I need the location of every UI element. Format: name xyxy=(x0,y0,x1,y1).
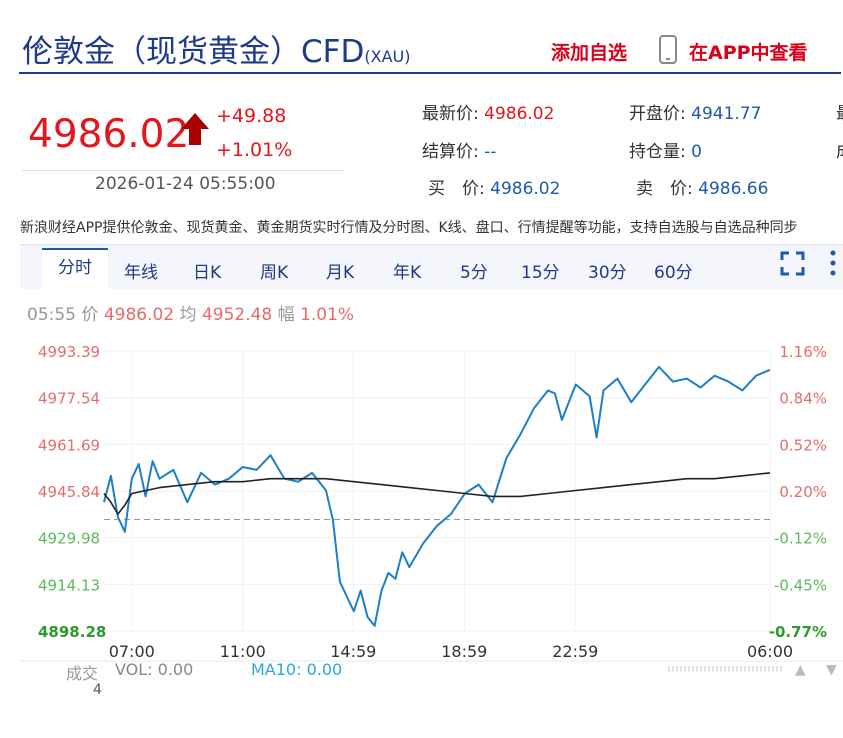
field-value: 0 xyxy=(691,142,702,162)
y-tick-label: 4961.69 xyxy=(38,436,100,454)
field-label: 结算价: xyxy=(422,142,479,162)
truncated-label: 最 xyxy=(836,99,843,124)
up-arrow-icon xyxy=(181,113,209,145)
x-tick-label: 18:59 xyxy=(441,642,487,661)
field-open-interest: 持仓量: 0 xyxy=(629,137,702,162)
description-text: 新浪财经APP提供伦敦金、现货黄金、黄金期货实时行情及分时图、K线、盘口、行情提… xyxy=(20,220,798,236)
tab-intraday[interactable]: 分时 xyxy=(42,248,108,289)
title-main: 伦敦金（现货黄金）CFD xyxy=(22,34,365,70)
info-avg-label: 均 xyxy=(179,305,197,325)
tab-15min[interactable]: 15分 xyxy=(521,263,560,283)
y-tick-label: 4993.39 xyxy=(38,343,100,361)
field-value: -- xyxy=(484,142,497,162)
field-settlement-price: 结算价: -- xyxy=(422,137,496,162)
title-bullet-icon: » xyxy=(34,36,45,55)
add-favorite-button[interactable]: 添加自选 xyxy=(551,42,628,64)
field-label: 持仓量: xyxy=(629,142,686,162)
fullscreen-icon[interactable] xyxy=(780,251,805,276)
info-time: 05:55 xyxy=(27,305,76,325)
info-price-label: 价 xyxy=(81,305,99,325)
volume-ma10: MA10: 0.00 xyxy=(251,660,343,679)
field-last-price: 最新价: 4986.02 xyxy=(422,99,554,124)
title-symbol: (XAU) xyxy=(364,47,411,66)
more-options-icon[interactable] xyxy=(830,249,836,277)
field-value: 4941.77 xyxy=(691,104,762,124)
volume-scale-label: 4 xyxy=(93,682,102,698)
scroll-dots[interactable] xyxy=(667,666,783,672)
y-tick-label-pct: -0.12% xyxy=(774,530,827,548)
price-change: +49.88 xyxy=(216,105,287,127)
phone-icon xyxy=(659,35,677,64)
price-change-percent: +1.01% xyxy=(216,139,293,161)
info-avg: 4952.48 xyxy=(201,305,273,325)
tab-monthly-k[interactable]: 月K xyxy=(326,263,355,283)
field-label: 卖 价: xyxy=(636,179,693,199)
tab-60min[interactable]: 60分 xyxy=(654,263,693,283)
field-ask-price: 卖 价: 4986.66 xyxy=(636,174,768,199)
x-tick-label: 06:00 xyxy=(747,642,793,661)
y-tick-label: 4929.98 xyxy=(38,530,100,548)
tab-30min[interactable]: 30分 xyxy=(588,263,627,283)
field-value: 4986.66 xyxy=(698,179,769,199)
field-label: 买 价: xyxy=(428,179,485,199)
volume-label: 成交 xyxy=(66,664,99,683)
field-open-price: 开盘价: 4941.77 xyxy=(629,99,761,124)
y-tick-label-pct: 0.20% xyxy=(779,483,827,501)
field-label: 开盘价: xyxy=(629,104,686,124)
x-tick-label: 07:00 xyxy=(109,642,155,661)
info-pct: 1.01% xyxy=(300,305,355,325)
price-divider xyxy=(22,170,344,171)
chart-tab-bar: 分时 年线 日K 周K 月K 年K 5分 15分 30分 60分 xyxy=(20,244,843,289)
tab-daily-k[interactable]: 日K xyxy=(193,263,222,283)
tab-yearly-k[interactable]: 年K xyxy=(393,263,422,283)
x-tick-label: 22:59 xyxy=(552,642,598,661)
quote-datetime: 2026-01-24 05:55:00 xyxy=(95,174,276,194)
tab-yearline[interactable]: 年线 xyxy=(124,263,158,283)
y-tick-label-pct: 1.16% xyxy=(779,343,827,361)
field-value: 4986.02 xyxy=(490,179,561,199)
y-tick-label-pct: 0.84% xyxy=(779,390,827,408)
open-in-app-link[interactable]: 在APP中查看 xyxy=(689,42,808,64)
truncated-label: 成 xyxy=(836,137,843,162)
y-tick-label: 4945.84 xyxy=(38,483,100,501)
scroll-up-icon[interactable]: ▲ xyxy=(795,662,806,678)
y-tick-label-pct: -0.77% xyxy=(769,623,827,641)
header-divider xyxy=(19,72,841,74)
volume-value: VOL: 0.00 xyxy=(115,660,194,679)
y-tick-label: 4977.54 xyxy=(38,390,100,408)
price-series-line xyxy=(103,365,771,627)
y-tick-label: 4914.13 xyxy=(38,576,100,594)
info-price: 4986.02 xyxy=(103,305,175,325)
field-bid-price: 买 价: 4986.02 xyxy=(428,174,560,199)
x-tick-label: 11:00 xyxy=(220,642,266,661)
tab-weekly-k[interactable]: 周K xyxy=(260,263,289,283)
info-pct-label: 幅 xyxy=(277,305,295,325)
y-tick-label-pct: -0.45% xyxy=(774,576,827,594)
current-price: 4986.02 xyxy=(28,112,190,157)
scroll-down-icon[interactable]: ▼ xyxy=(826,662,837,678)
page-title: 伦敦金（现货黄金）CFD(XAU) xyxy=(22,26,410,71)
y-tick-label-pct: 0.52% xyxy=(779,436,827,454)
intraday-chart[interactable]: 4993.39 4977.54 4961.69 4945.84 4929.98 4914.… xyxy=(0,330,843,670)
crosshair-info: 05:55 价 4986.02 均 4952.48 幅 1.01% xyxy=(27,300,354,325)
average-series-line xyxy=(103,472,771,515)
field-label: 最新价: xyxy=(422,104,479,124)
y-tick-label: 4898.28 xyxy=(38,623,106,641)
field-value: 4986.02 xyxy=(484,104,555,124)
tab-5min[interactable]: 5分 xyxy=(460,263,488,283)
x-tick-label: 14:59 xyxy=(330,642,376,661)
